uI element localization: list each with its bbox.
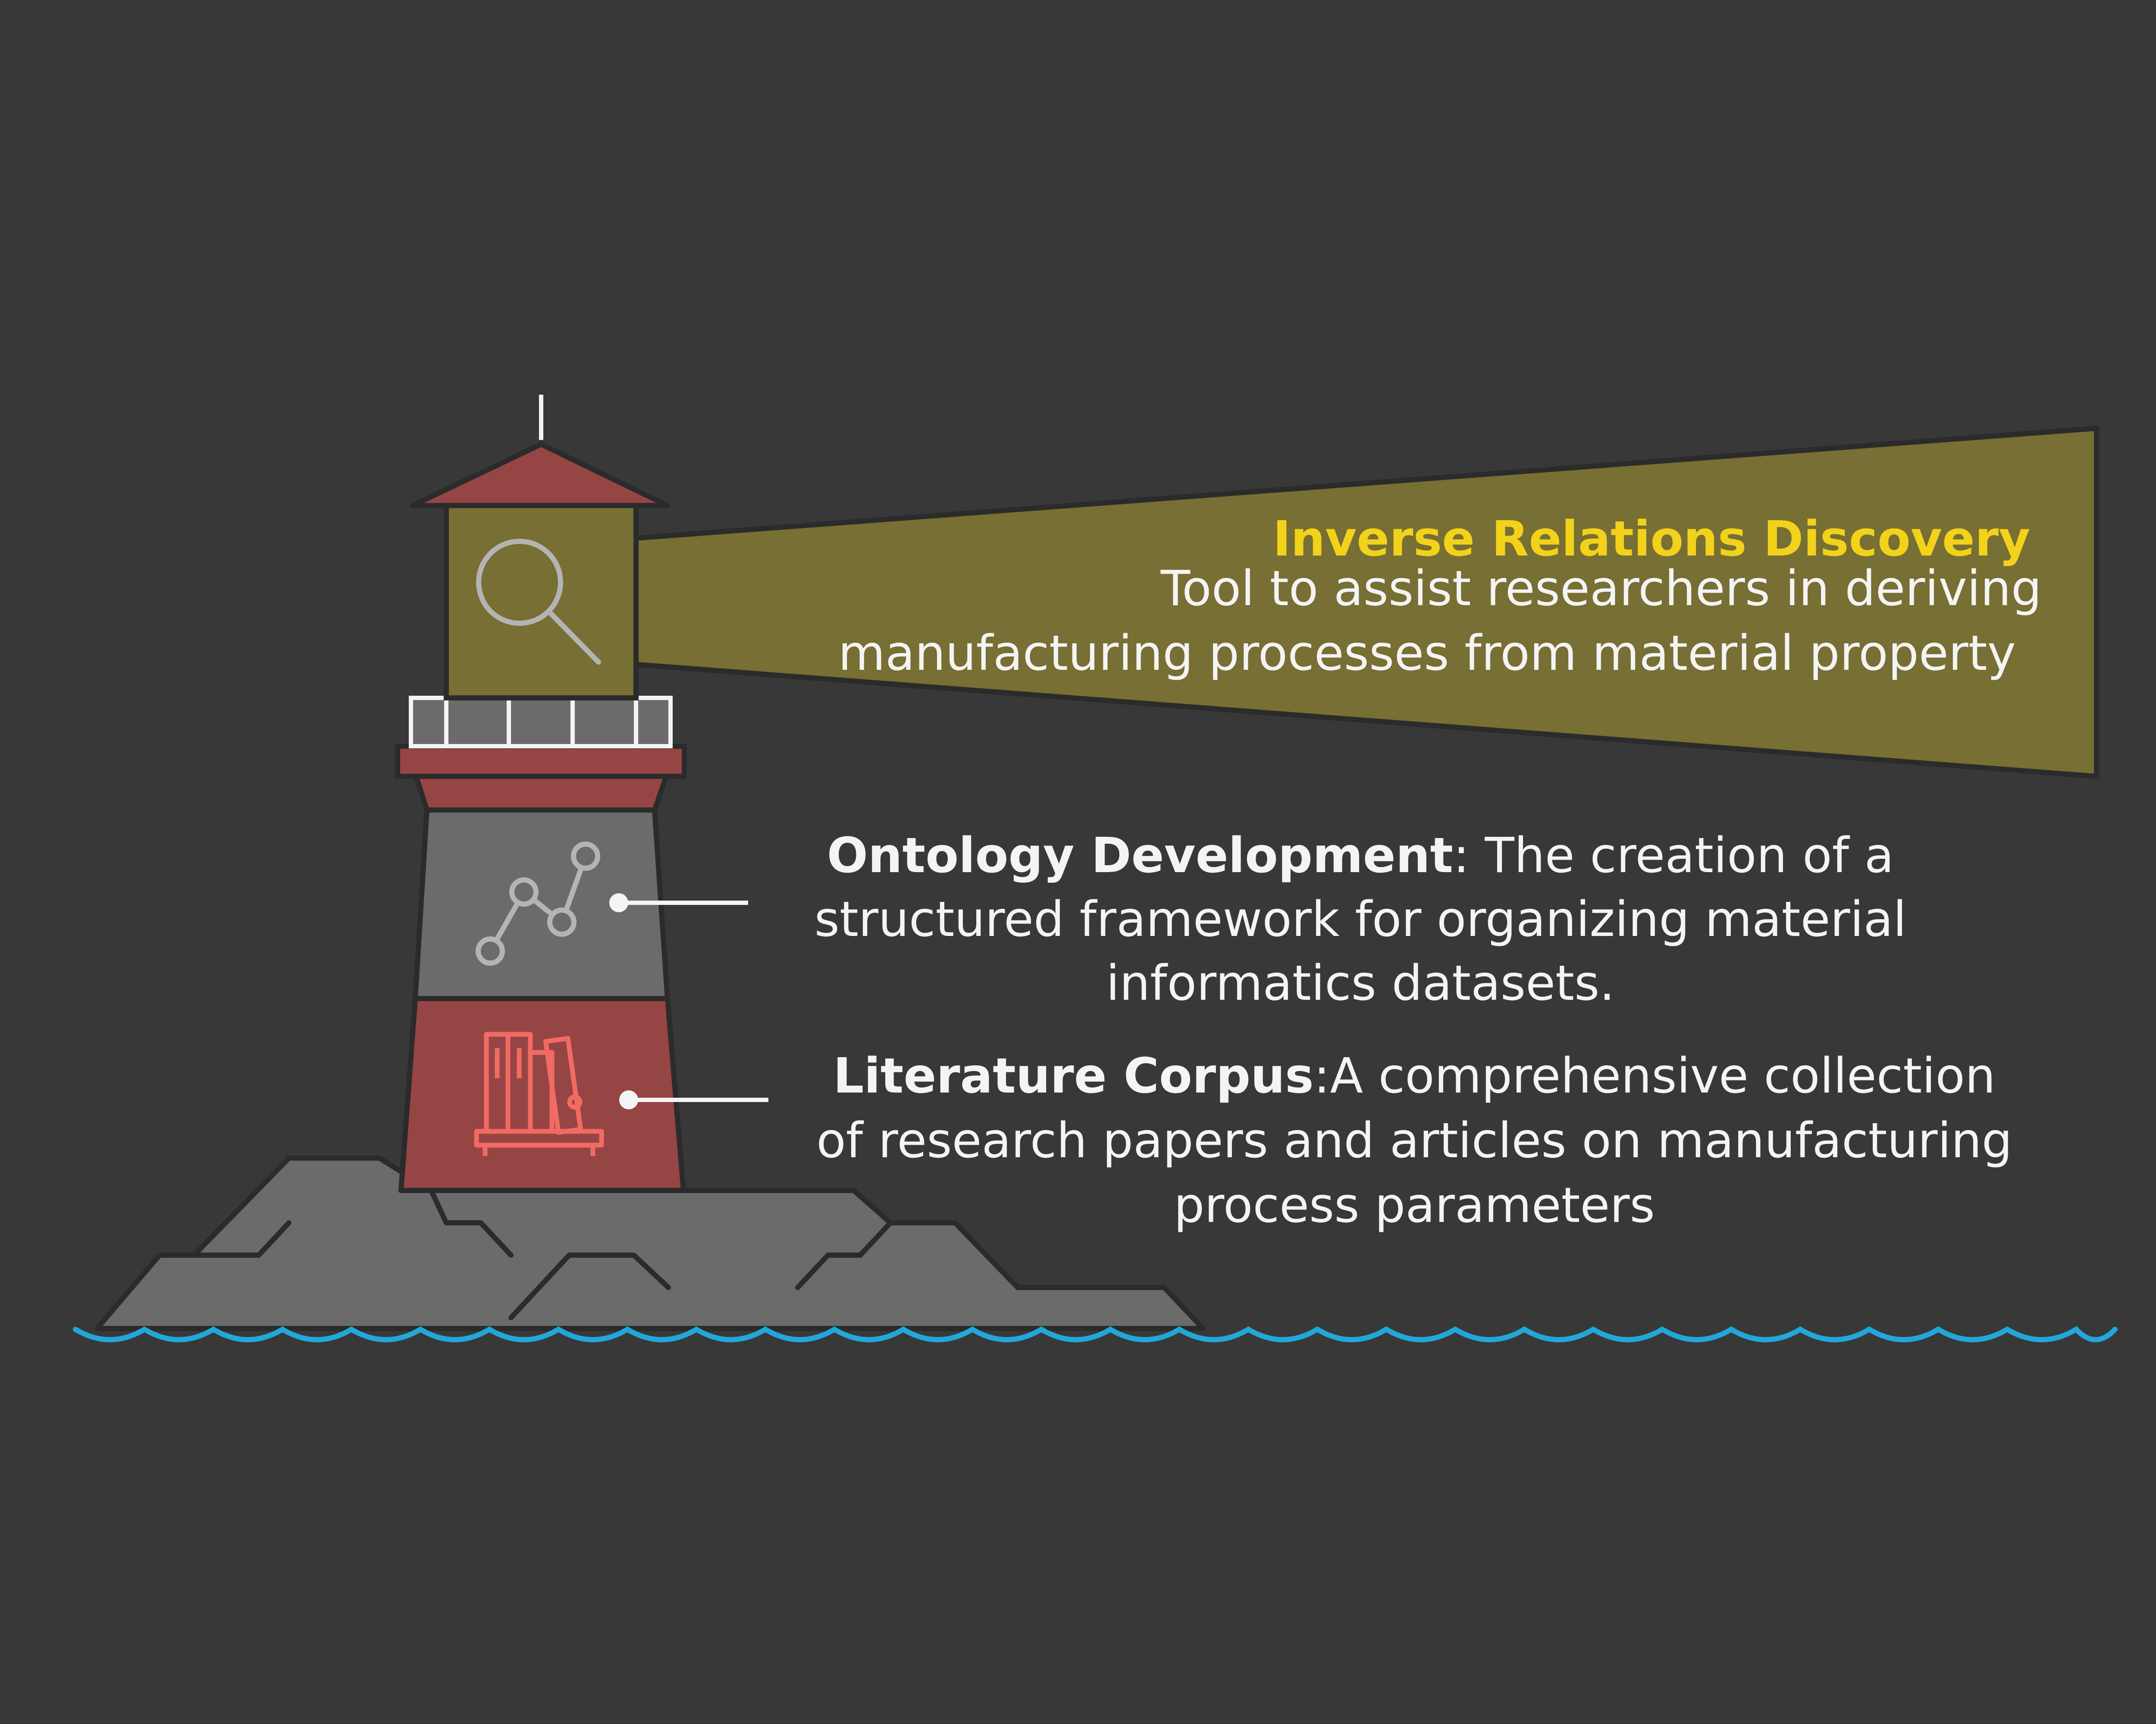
literature-line-1: Literature Corpus:A comprehensive collec… xyxy=(733,1044,2096,1109)
ontology-description: Ontology Development: The creation of a … xyxy=(733,824,1988,1015)
gallery-railing xyxy=(409,696,673,748)
ontology-line-1: Ontology Development: The creation of a xyxy=(733,824,1988,888)
tower-collar xyxy=(414,774,669,813)
water-wave xyxy=(73,1326,2118,1342)
ontology-title: Ontology Development xyxy=(827,828,1453,884)
tower-red-band xyxy=(398,996,686,1193)
line-chart-icon xyxy=(476,842,600,966)
literature-line-3: process parameters xyxy=(1174,1178,1655,1234)
literature-description: Literature Corpus:A comprehensive collec… xyxy=(733,1044,2096,1238)
magnifier-icon xyxy=(476,539,601,665)
bookshelf-icon xyxy=(474,1032,604,1156)
beam-title: Inverse Relations Discovery xyxy=(1272,511,2031,567)
gallery-platform xyxy=(395,744,687,779)
ontology-connector xyxy=(609,893,748,912)
literature-connector xyxy=(619,1090,768,1109)
beam-description-line-2: manufacturing processes from material pr… xyxy=(838,625,2016,681)
roof xyxy=(410,442,670,508)
rocks xyxy=(94,1156,1206,1331)
beam-description-line-1: Tool to assist researchers in deriving xyxy=(1160,561,2042,617)
literature-title: Literature Corpus xyxy=(833,1048,1314,1104)
literature-line-2: of research papers and articles on manuf… xyxy=(816,1113,2012,1169)
lantern-room xyxy=(444,502,639,700)
ontology-text: : The creation of a xyxy=(1453,828,1894,884)
literature-text: :A comprehensive collection xyxy=(1313,1048,1996,1104)
ontology-line-2: structured framework for organizing mate… xyxy=(814,892,1907,948)
ontology-line-3: informatics datasets. xyxy=(1106,955,1615,1011)
